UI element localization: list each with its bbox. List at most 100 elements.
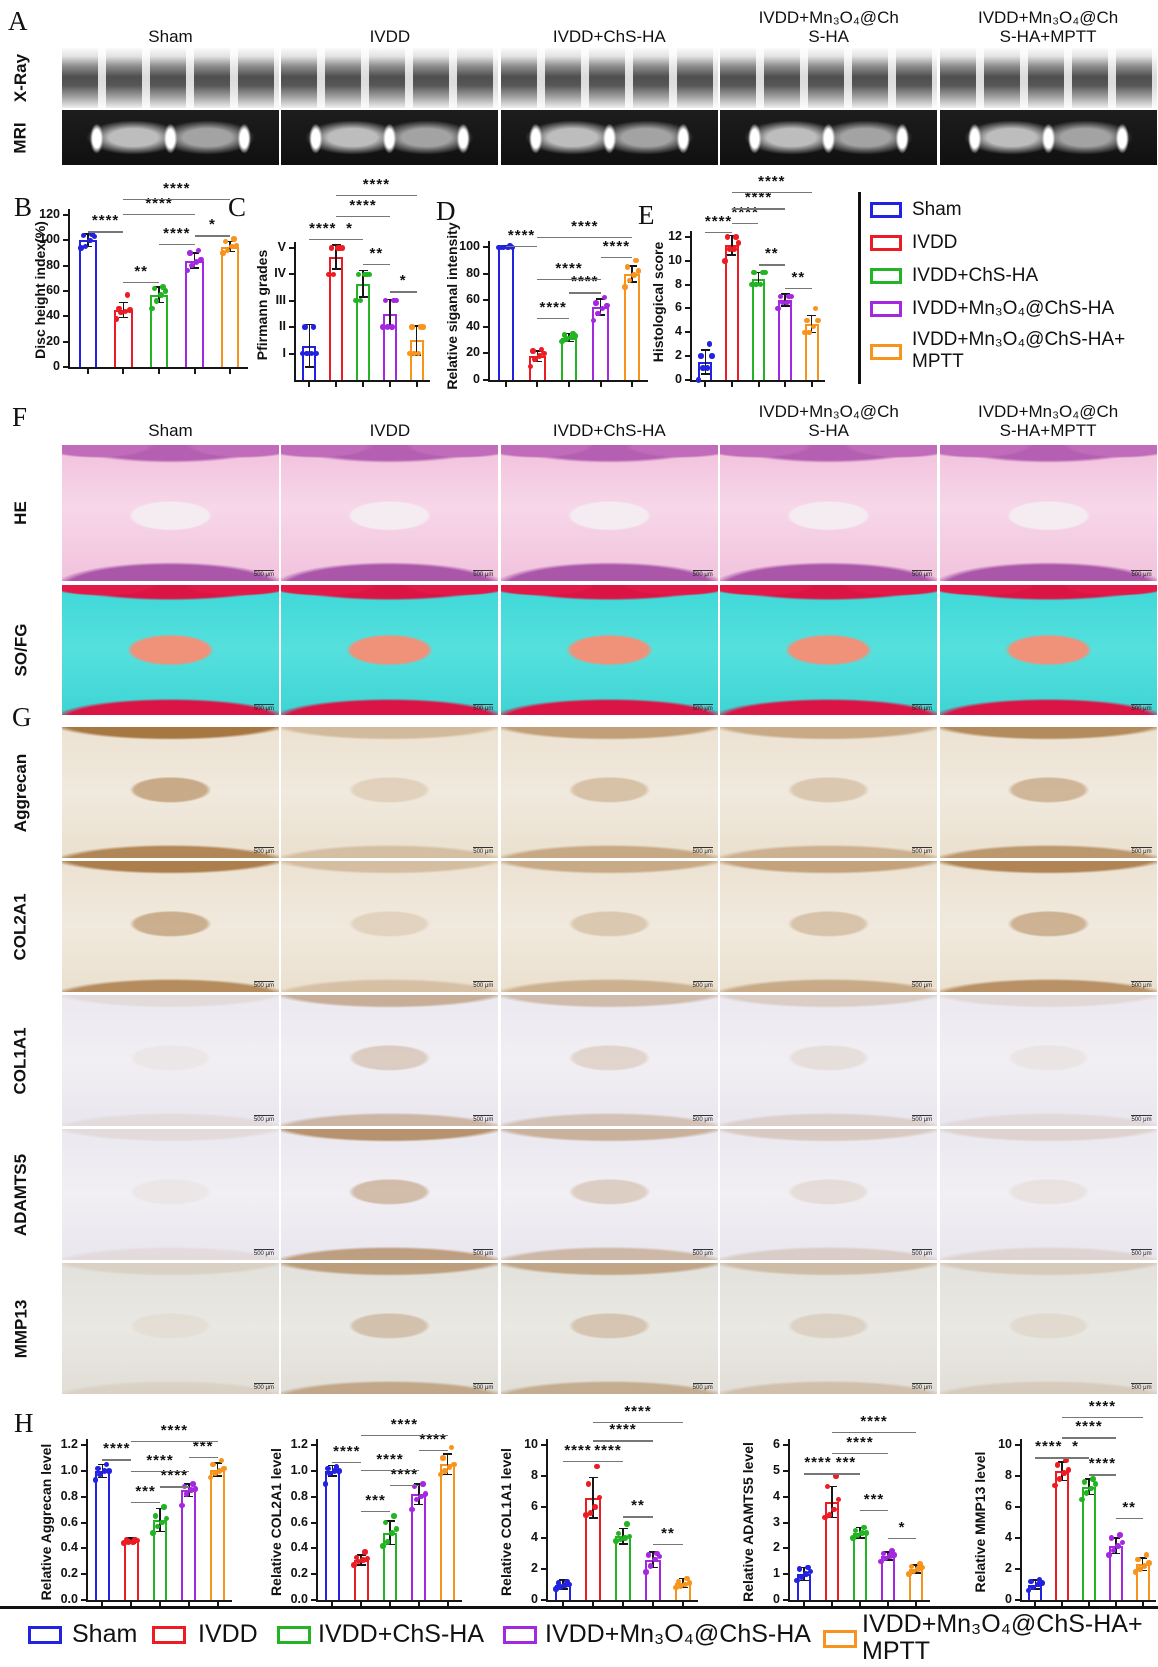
data-point bbox=[337, 245, 343, 251]
error-bar-cap bbox=[618, 1527, 628, 1530]
panel-a-micrograph-x-ray bbox=[939, 48, 1157, 108]
y-tick-label: 1 bbox=[773, 1566, 780, 1581]
y-tick bbox=[541, 1599, 547, 1601]
bar-ivdd-mn-o-chs-ha-mptt bbox=[440, 1464, 456, 1600]
panel-f-micrograph-so-fg: 500 μm bbox=[720, 585, 938, 715]
data-point bbox=[599, 305, 606, 312]
scale-bar: 500 μm bbox=[912, 1383, 933, 1391]
y-tick bbox=[311, 1547, 317, 1550]
data-point bbox=[538, 346, 545, 353]
data-point bbox=[188, 1487, 194, 1493]
data-point bbox=[801, 329, 808, 336]
data-point bbox=[1088, 1485, 1094, 1492]
data-point bbox=[87, 237, 93, 244]
data-point bbox=[604, 302, 610, 309]
panel-g-row-label-text: Aggrecan bbox=[11, 753, 31, 832]
data-point bbox=[353, 297, 359, 304]
panel-f-micrograph-so-fg: 500 μm bbox=[939, 585, 1157, 715]
y-tick-label: 12 bbox=[668, 228, 682, 243]
data-point bbox=[882, 1555, 889, 1562]
data-point bbox=[299, 350, 306, 357]
significance-line bbox=[332, 1461, 362, 1464]
x-tick bbox=[682, 1602, 684, 1607]
data-point bbox=[1146, 1560, 1152, 1566]
significance-line bbox=[336, 238, 363, 240]
data-point bbox=[149, 305, 155, 312]
y-tick-label: 8 bbox=[531, 1468, 538, 1482]
y-tick-label: 4 bbox=[675, 324, 682, 339]
y-tick-label: 0.4 bbox=[290, 1540, 308, 1555]
data-point bbox=[852, 1527, 859, 1533]
significance-stars: **** bbox=[555, 260, 583, 278]
panel-a-row-label-text: MRI bbox=[10, 121, 30, 154]
legend-key-swatch bbox=[870, 235, 902, 251]
significance-line bbox=[123, 198, 231, 200]
data-point bbox=[559, 338, 565, 345]
data-point bbox=[762, 269, 768, 276]
data-point bbox=[675, 1578, 682, 1585]
data-point bbox=[364, 1555, 371, 1562]
panel-g-row-label-text: ADAMTS5 bbox=[11, 1153, 31, 1236]
significance-line bbox=[159, 244, 195, 246]
y-tick-label: 6 bbox=[531, 1499, 538, 1513]
significance-stars: ** bbox=[1122, 1498, 1137, 1516]
y-tick bbox=[783, 1469, 789, 1472]
data-point bbox=[389, 324, 395, 330]
error-bar bbox=[415, 325, 418, 355]
panel-label-h: H bbox=[14, 1408, 34, 1438]
error-bar-cap bbox=[358, 296, 368, 298]
panel-label-b: B bbox=[14, 192, 33, 222]
error-bar-cap bbox=[190, 252, 200, 254]
data-point bbox=[784, 299, 790, 306]
x-tick bbox=[86, 369, 89, 374]
data-point bbox=[733, 234, 739, 240]
data-point bbox=[553, 1586, 559, 1592]
bottom-legend-swatch bbox=[503, 1626, 537, 1644]
data-point bbox=[1052, 1482, 1058, 1489]
data-point bbox=[80, 232, 87, 239]
x-tick bbox=[1114, 1602, 1117, 1607]
legend-key-swatch bbox=[870, 202, 902, 218]
y-tick bbox=[1015, 1537, 1021, 1539]
y-tick bbox=[81, 1444, 87, 1446]
data-point bbox=[647, 1563, 654, 1569]
significance-stars: **** bbox=[624, 1402, 652, 1420]
data-point bbox=[731, 246, 737, 252]
data-point bbox=[153, 298, 160, 304]
significance-stars: **** bbox=[564, 1441, 592, 1459]
y-tick bbox=[289, 352, 295, 355]
significance-line bbox=[888, 1538, 916, 1540]
data-point bbox=[420, 1481, 426, 1487]
data-point bbox=[779, 299, 786, 306]
y-tick bbox=[685, 259, 691, 262]
significance-line bbox=[361, 1434, 448, 1436]
significance-stars: **** bbox=[160, 1422, 189, 1440]
y-tick-label: 1.0 bbox=[60, 1462, 78, 1477]
significance-stars: ** bbox=[661, 1525, 675, 1543]
x-tick bbox=[331, 1602, 334, 1607]
data-point bbox=[617, 1536, 624, 1543]
y-axis bbox=[690, 230, 692, 380]
scale-bar: 500 μm bbox=[473, 981, 494, 989]
scale-bar: 500 μm bbox=[912, 570, 933, 578]
data-point bbox=[1025, 1587, 1032, 1594]
error-bar-cap bbox=[385, 1543, 395, 1546]
data-point bbox=[777, 293, 784, 300]
scale-bar: 500 μm bbox=[912, 981, 933, 989]
bar-ivdd-chs-ha bbox=[852, 1532, 868, 1600]
significance-line bbox=[389, 291, 417, 293]
significance-stars: **** bbox=[507, 226, 536, 244]
x-axis bbox=[294, 380, 430, 382]
data-point bbox=[121, 1540, 127, 1546]
y-tick bbox=[289, 326, 295, 329]
significance-stars: **** bbox=[602, 237, 631, 255]
significance-line bbox=[731, 208, 786, 210]
x-axis bbox=[788, 1600, 930, 1602]
significance-stars: **** bbox=[146, 1451, 174, 1469]
data-point bbox=[231, 236, 237, 242]
panel-g-micrograph-adamts5: 500 μm bbox=[939, 1129, 1157, 1260]
data-point bbox=[333, 1464, 340, 1470]
x-tick bbox=[1034, 1602, 1037, 1607]
data-point bbox=[422, 1491, 429, 1497]
error-bar-cap bbox=[414, 1503, 424, 1506]
